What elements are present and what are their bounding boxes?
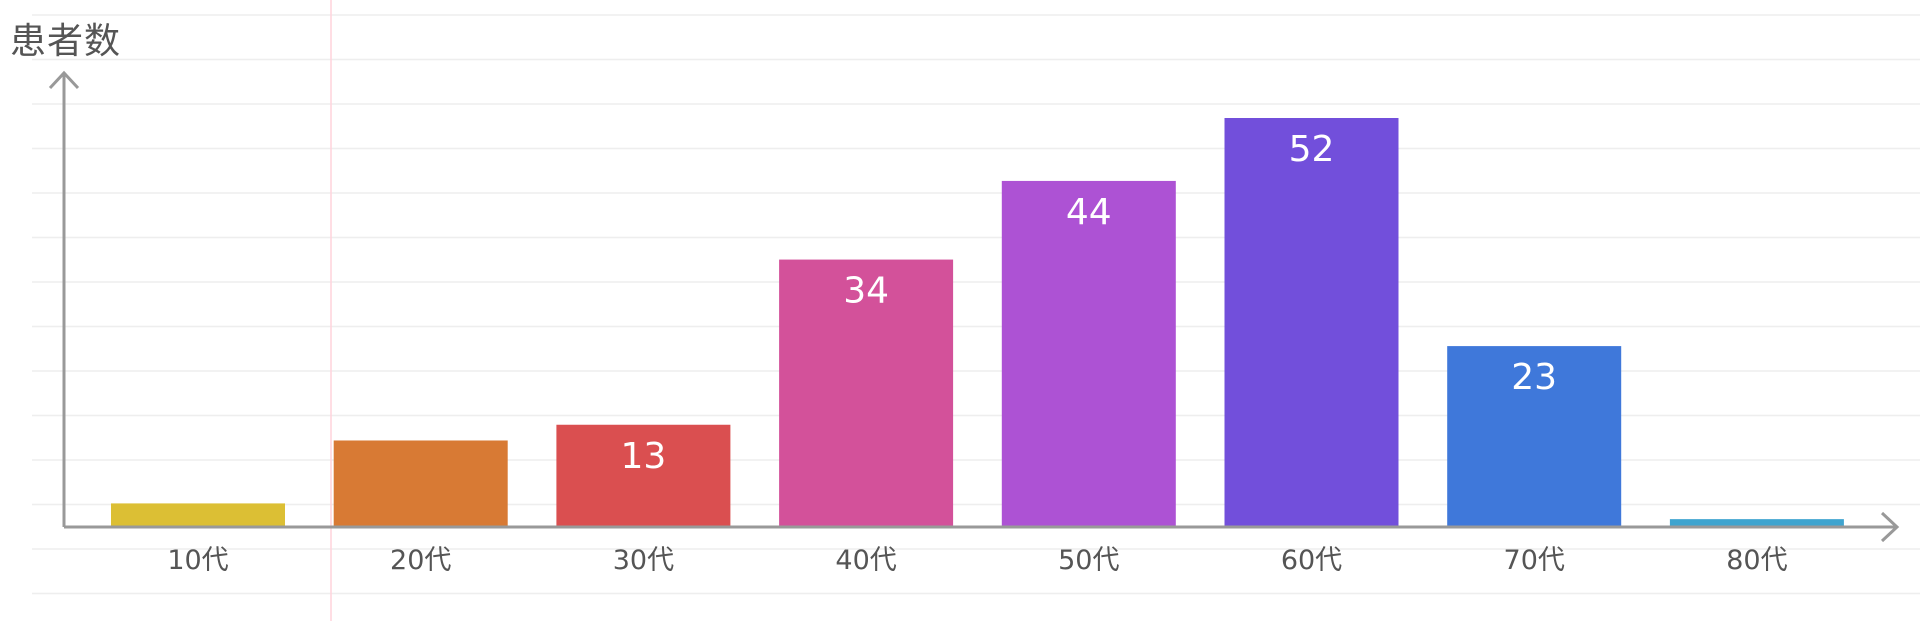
- bar-value-label: 23: [1511, 357, 1557, 398]
- x-tick-label: 30代: [613, 545, 674, 576]
- gridlines: [32, 14, 1920, 595]
- bar-value-label: 13: [620, 436, 666, 477]
- y-axis-label: 患者数: [10, 21, 122, 62]
- bar-10代: [111, 503, 285, 527]
- bar-60代: [1224, 118, 1399, 527]
- x-axis-arrow: [1880, 511, 1900, 543]
- bar-value-label: 52: [1289, 129, 1335, 170]
- x-tick-label: 20代: [390, 545, 451, 576]
- bar-value-label: 34: [843, 271, 889, 312]
- x-tick-label: 80代: [1726, 545, 1787, 576]
- bars: [111, 118, 1844, 527]
- bar-50代: [1001, 180, 1176, 527]
- axes: [48, 70, 1900, 543]
- bar-40代: [779, 259, 954, 527]
- bar-80代: [1669, 519, 1844, 527]
- y-axis-arrow: [48, 70, 80, 90]
- x-tick-label: 70代: [1504, 545, 1565, 576]
- x-tick-label: 10代: [167, 545, 228, 576]
- x-tick-label: 40代: [835, 545, 896, 576]
- labels: 10代 20代 30代 40代 50代 60代 70代 80代 13 34 44 52 23: [167, 129, 1787, 576]
- bar-30代: [556, 424, 731, 527]
- x-tick-label: 50代: [1058, 545, 1119, 576]
- x-tick-label: 60代: [1281, 545, 1342, 576]
- bar-70代: [1447, 346, 1622, 527]
- bar-20代: [333, 440, 508, 527]
- bar-value-label: 44: [1066, 192, 1112, 233]
